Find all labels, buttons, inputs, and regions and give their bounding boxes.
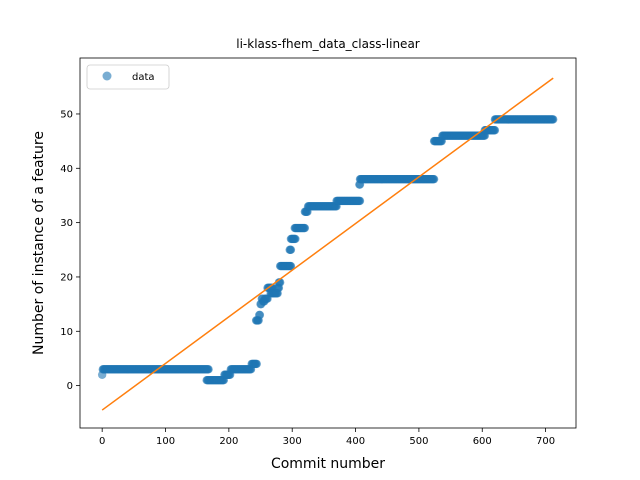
y-tick-label: 30: [60, 218, 73, 229]
x-tick-label: 300: [283, 436, 302, 447]
x-tick-label: 500: [409, 436, 428, 447]
legend-label-data: data: [132, 72, 155, 83]
x-tick-label: 400: [346, 436, 365, 447]
y-tick-label: 20: [60, 272, 73, 283]
x-axis-label: Commit number: [271, 456, 385, 472]
data-point: [429, 174, 439, 184]
y-tick-label: 0: [67, 381, 73, 392]
fit-line: [101, 77, 554, 411]
legend: data: [86, 64, 170, 90]
legend-marker-data: [102, 71, 112, 81]
data-point: [291, 234, 300, 244]
x-axis: 0 100 200 300 400 500 600 700: [99, 428, 555, 447]
legend-box: [86, 64, 170, 90]
y-tick-label: 50: [60, 109, 73, 120]
data-point: [204, 365, 213, 374]
x-tick-label: 200: [219, 436, 238, 447]
data-point: [300, 223, 310, 233]
plot-frame: [79, 57, 577, 429]
chart-title: li-klass-fhem_data_class-linear: [236, 37, 420, 51]
x-tick-label: 0: [99, 436, 105, 447]
x-tick-label: 100: [156, 436, 175, 447]
data-point: [286, 245, 296, 254]
data-point: [255, 310, 265, 320]
data-point: [252, 359, 261, 369]
data-point: [549, 115, 558, 124]
x-tick-label: 700: [536, 436, 555, 447]
y-tick-label: 40: [60, 164, 73, 175]
y-axis: 0 10 20 30 40 50: [60, 109, 80, 392]
y-axis-label: Number of instance of a feature: [31, 131, 47, 355]
data-point: [286, 261, 296, 271]
x-tick-label: 600: [473, 436, 492, 447]
y-tick-label: 10: [60, 327, 73, 338]
data-point: [355, 196, 365, 206]
data-point: [490, 126, 500, 135]
